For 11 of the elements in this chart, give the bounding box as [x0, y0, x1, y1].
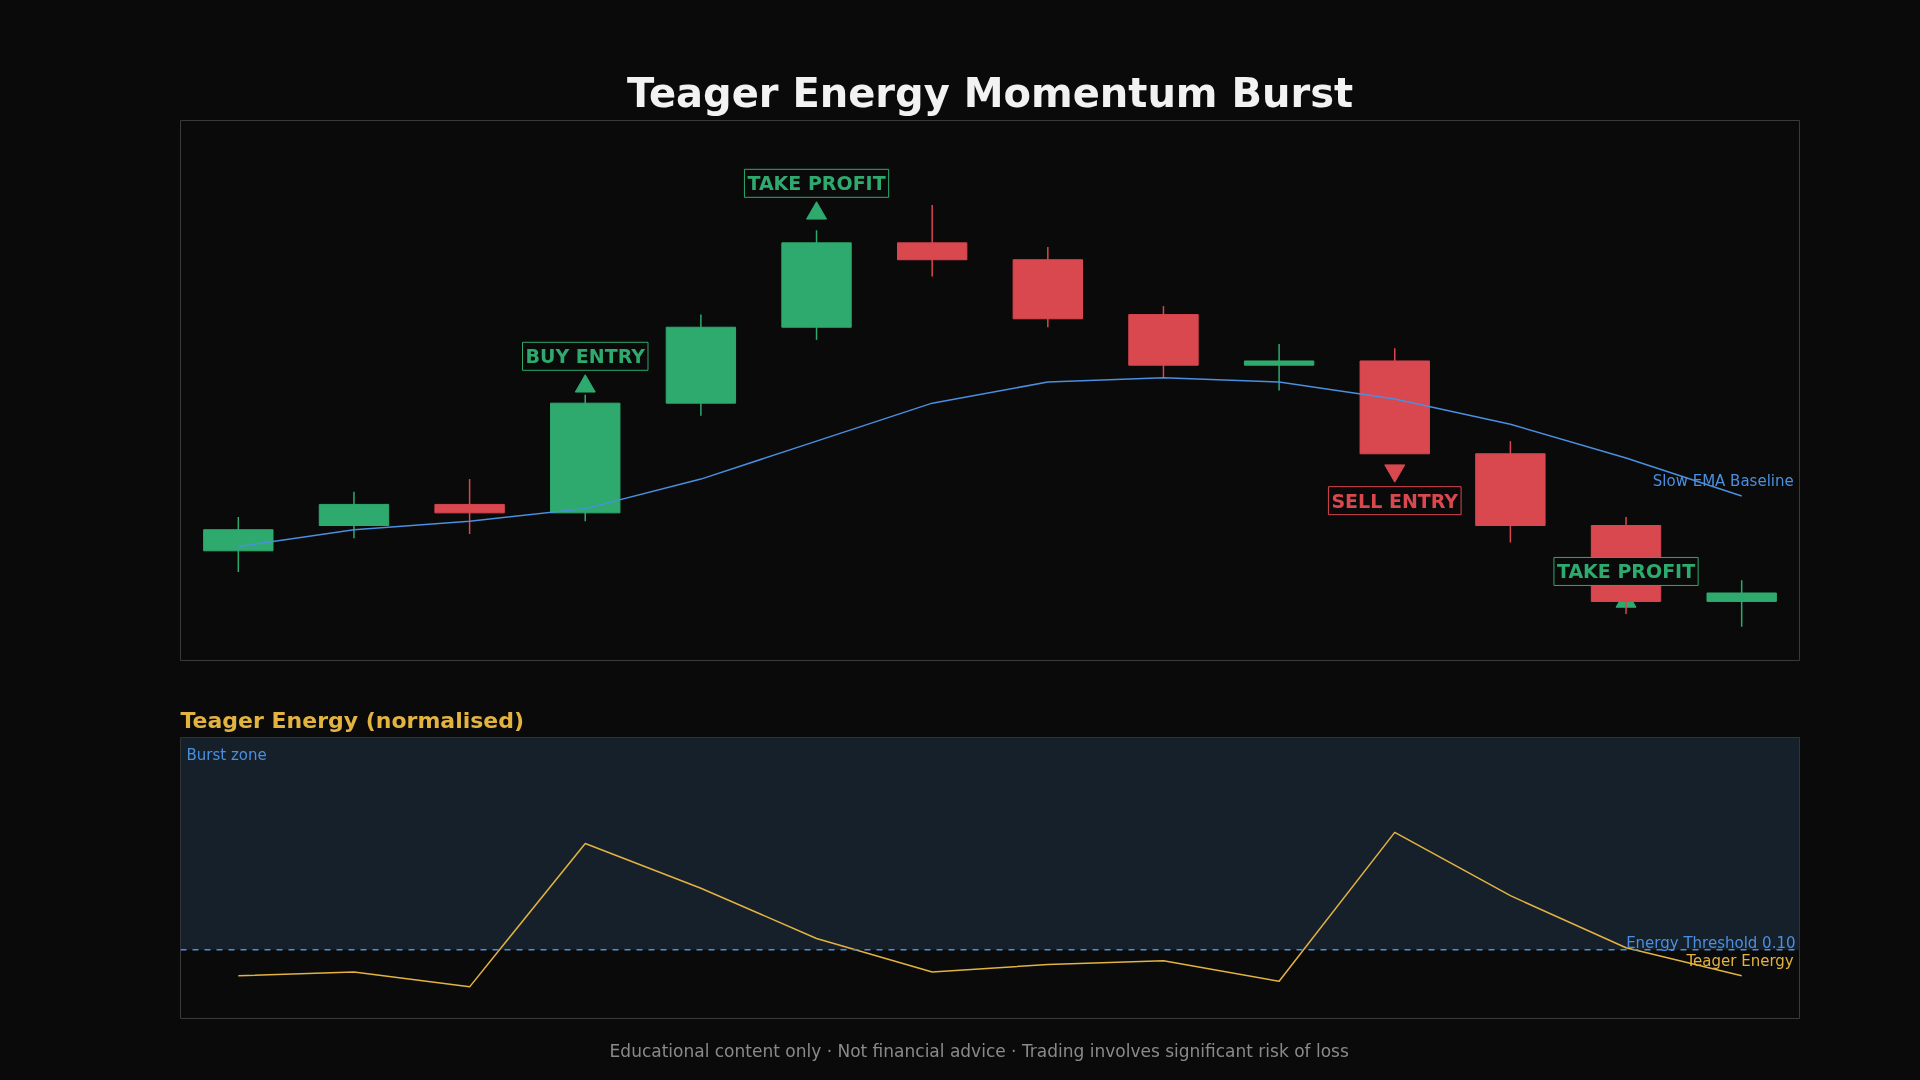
- series-label: BUY ENTRY: [525, 345, 646, 368]
- series-label: Slow EMA Baseline: [1652, 471, 1794, 490]
- series-label: SELL ENTRY: [1331, 489, 1459, 512]
- series-label: TAKE PROFIT: [1556, 560, 1696, 583]
- chart-title: Teager Energy Momentum Burst: [626, 69, 1354, 116]
- band-label: Burst zone: [186, 745, 267, 764]
- chart-title: Teager Energy (normalised): [180, 707, 525, 733]
- ref-line-label: Energy Threshold 0.10: [1626, 933, 1796, 952]
- series-label: Teager Energy: [1685, 951, 1794, 970]
- series-label: TAKE PROFIT: [747, 172, 886, 195]
- text: Educational content only · Not financial advice · Trading involves significant risk of loss: [609, 1040, 1349, 1061]
